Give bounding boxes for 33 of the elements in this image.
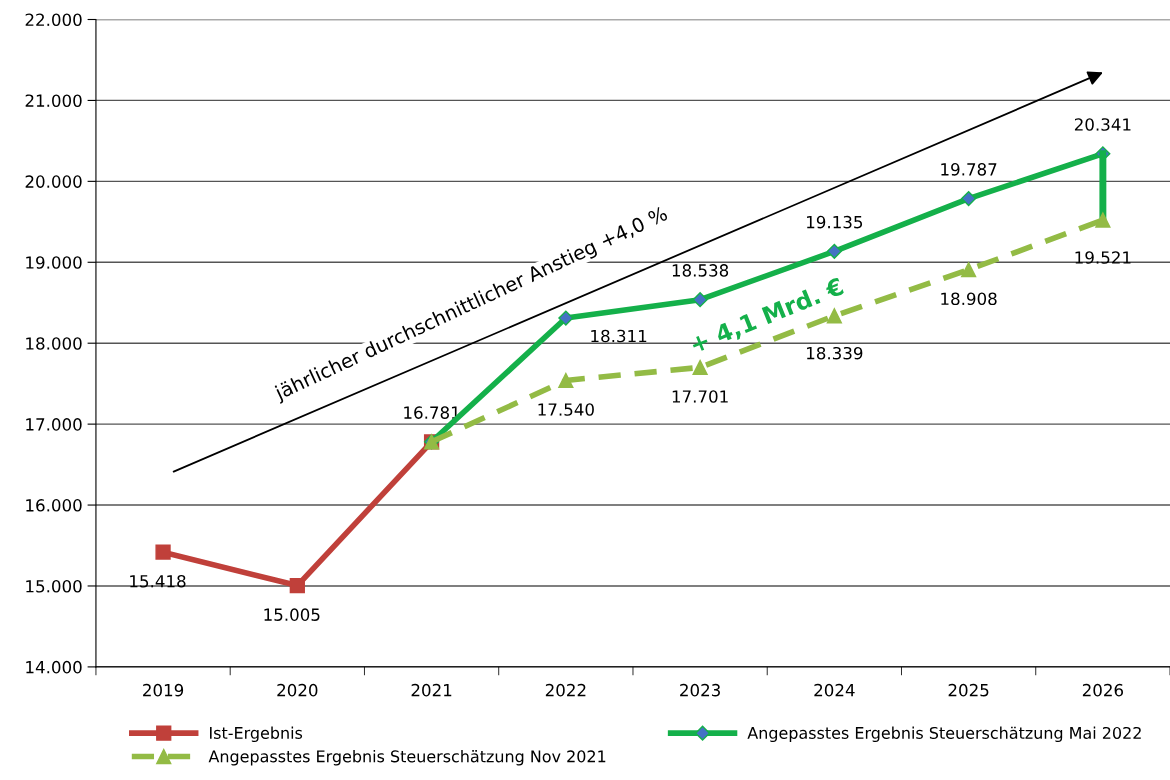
x-tick-label: 2023 [680, 683, 720, 697]
y-tick-label: 17.000 [26, 418, 82, 431]
x-tick-label: 2021 [411, 683, 452, 697]
y-tick-label: 15.000 [26, 579, 82, 593]
legend-label: Angepasstes Ergebnis Steuerschätzung Mai 2022 [747, 726, 1141, 743]
x-tick-label: 2024 [814, 683, 855, 697]
legend-label: Ist-Ergebnis [210, 726, 303, 743]
data-label: 15.005 [264, 608, 320, 621]
y-tick-label: 22.000 [25, 13, 82, 27]
data-label: 19.135 [807, 215, 863, 229]
x-tick-label: 2020 [277, 683, 318, 697]
data-label: 17.701 [672, 390, 728, 403]
y-tick-label: 21.000 [25, 94, 82, 107]
data-label: 19.521 [1075, 251, 1131, 264]
data-label: 18.908 [941, 292, 997, 306]
data-label: 18.538 [672, 264, 729, 277]
x-tick-label: 2019 [143, 683, 184, 697]
y-tick-label: 20.000 [25, 175, 82, 188]
x-tick-label: 2026 [1082, 683, 1124, 697]
data-label: 18.339 [807, 346, 863, 360]
data-label: 16.781 [404, 406, 460, 419]
y-tick-label: 16.000 [26, 499, 82, 512]
data-label: 17.540 [538, 403, 594, 416]
y-tick-label: 19.000 [26, 256, 82, 269]
x-tick-label: 2025 [948, 683, 989, 697]
x-tick-label: 2022 [545, 683, 586, 697]
data-label: 18.311 [591, 329, 647, 343]
y-tick-label: 14.000 [26, 660, 82, 674]
data-label: 15.418 [130, 574, 186, 588]
data-label: 20.341 [1074, 118, 1131, 131]
data-label: 19.787 [941, 163, 997, 176]
y-tick-label: 18.000 [26, 337, 82, 350]
legend-label: Angepasstes Ergebnis Steuerschätzung Nov 2021 [208, 750, 606, 766]
